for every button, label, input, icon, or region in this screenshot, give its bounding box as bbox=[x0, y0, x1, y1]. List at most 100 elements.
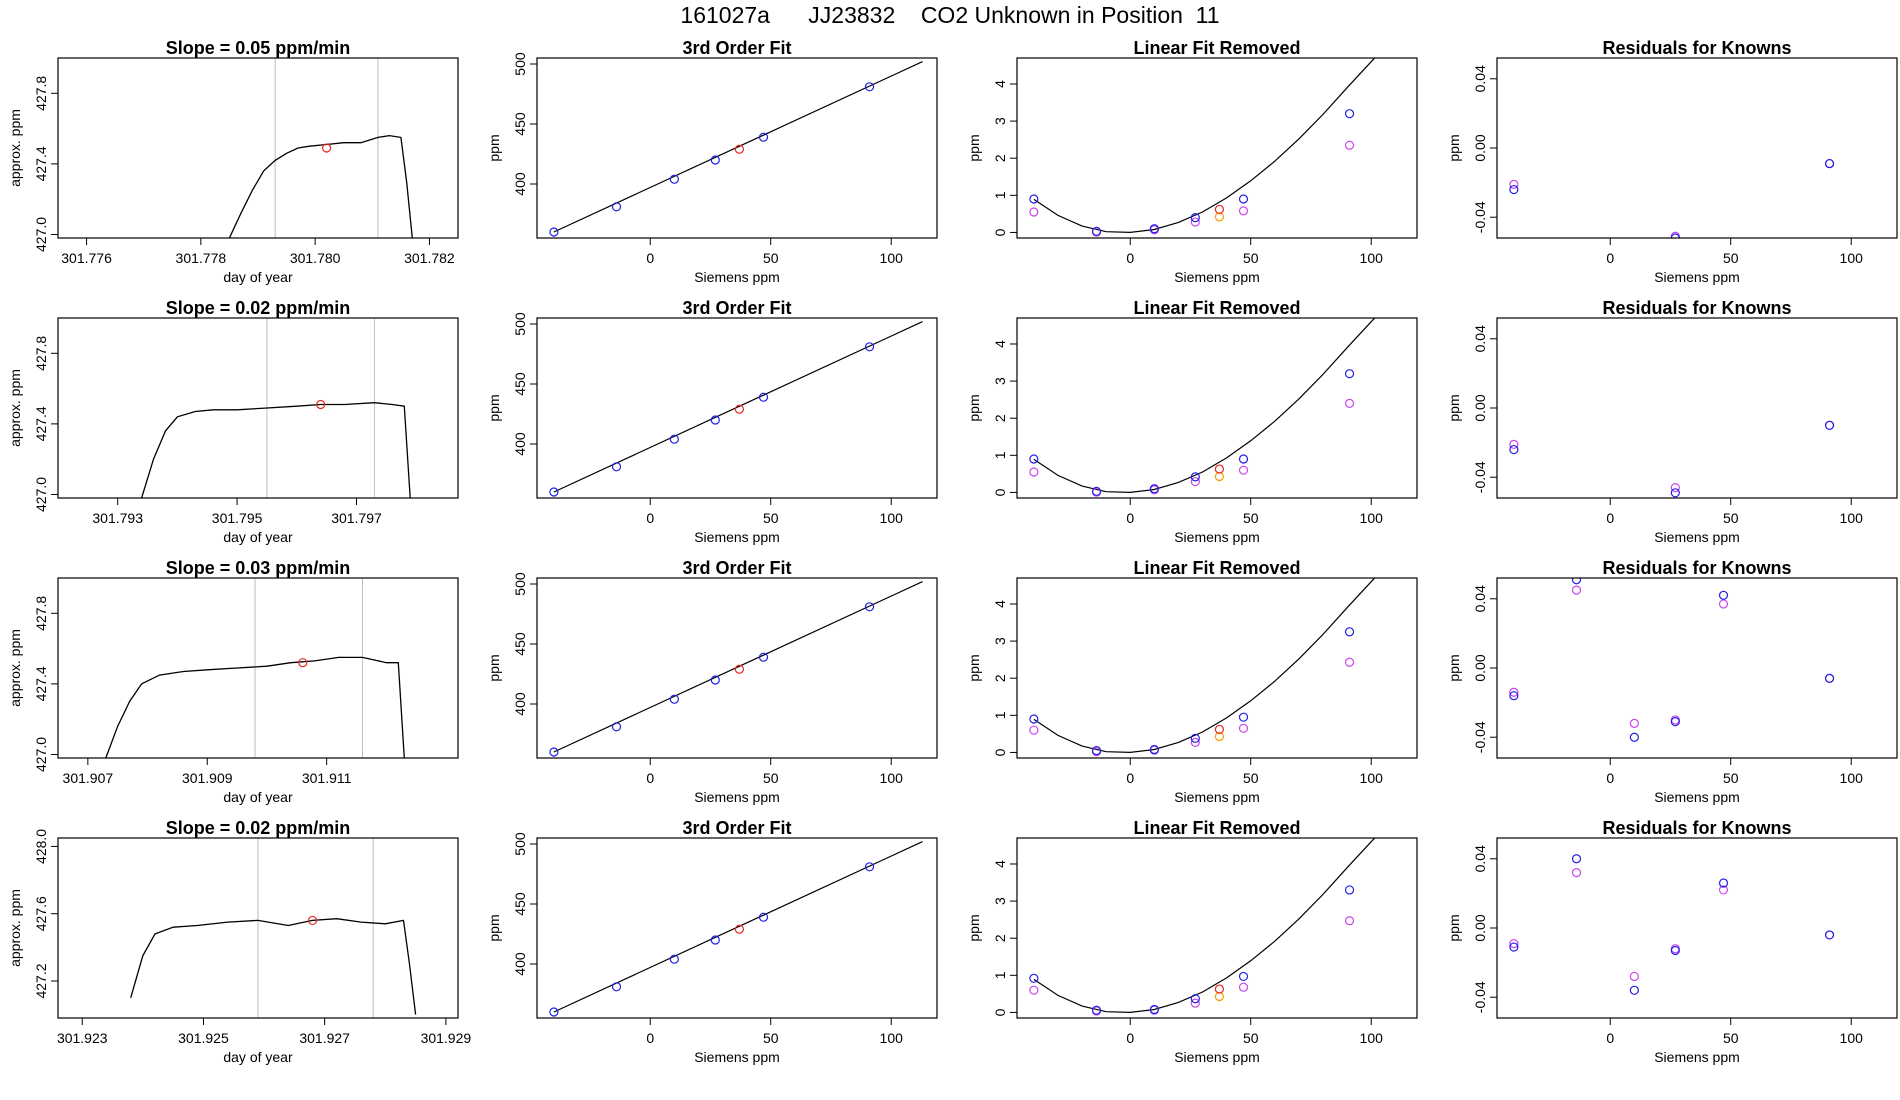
y-tick-label: 1 bbox=[992, 971, 1008, 979]
panel-title: Residuals for Knowns bbox=[1602, 818, 1791, 838]
unknown-point bbox=[734, 144, 745, 154]
x-tick-label: 100 bbox=[1360, 770, 1384, 786]
x-axis-label: day of year bbox=[223, 789, 293, 805]
plot-area bbox=[549, 841, 923, 1017]
y-tick-label: 1 bbox=[992, 451, 1008, 459]
y-tick-label: 500 bbox=[512, 52, 528, 76]
unknown-point bbox=[1214, 984, 1225, 994]
known-point bbox=[1509, 942, 1519, 952]
known-point bbox=[1670, 945, 1680, 956]
known-alt-point bbox=[1509, 938, 1519, 949]
panel-title: Residuals for Knowns bbox=[1602, 38, 1791, 58]
y-tick-label: 0 bbox=[992, 228, 1008, 236]
x-tick-label: 100 bbox=[1840, 250, 1864, 266]
plot-area bbox=[140, 318, 411, 498]
known-point bbox=[1238, 712, 1249, 722]
panel-fit-1: 3rd Order Fit 0 50 100 Siemens ppm 400 450 500 p… bbox=[486, 38, 938, 285]
x-tick-label: 50 bbox=[1723, 510, 1739, 526]
y-axis-label: ppm bbox=[966, 134, 982, 161]
known-point bbox=[1718, 590, 1729, 600]
fit-line bbox=[553, 581, 923, 753]
known-point bbox=[1091, 745, 1102, 756]
y-axis-label: ppm bbox=[966, 654, 982, 681]
y-tick-label: 427.0 bbox=[33, 477, 49, 512]
panel-trace-4: Slope = 0.02 ppm/min 301.923 301.925 301.92… bbox=[7, 818, 471, 1065]
y-tick-label: 427.6 bbox=[33, 896, 49, 931]
y-axis-label: ppm bbox=[1446, 654, 1462, 681]
x-tick-label: 0 bbox=[1126, 250, 1134, 266]
y-tick-label: 450 bbox=[512, 112, 528, 136]
plot-frame bbox=[1016, 837, 1418, 1019]
known-alt-point bbox=[1571, 868, 1582, 878]
known-alt-point bbox=[1344, 140, 1355, 150]
x-tick-label: 301.923 bbox=[57, 1030, 108, 1046]
unknown-point bbox=[1214, 204, 1225, 215]
panel-residuals-3: Residuals for Knowns 0 50 100 Siemens ppm -0.… bbox=[1446, 558, 1898, 805]
plot-frame bbox=[1016, 577, 1418, 759]
known-point bbox=[758, 912, 769, 922]
panel-title: Slope = 0.02 ppm/min bbox=[166, 298, 351, 318]
plot-area bbox=[1029, 58, 1376, 237]
panel-trace-2: Slope = 0.02 ppm/min 301.793 301.795 301.79… bbox=[7, 298, 459, 545]
y-tick-label: 1 bbox=[992, 191, 1008, 199]
known-alt-point bbox=[1190, 217, 1200, 227]
x-axis-label: Siemens ppm bbox=[1654, 789, 1740, 805]
x-tick-label: 0 bbox=[646, 250, 654, 266]
y-axis-label: ppm bbox=[486, 394, 502, 421]
x-tick-label: 0 bbox=[1126, 1030, 1134, 1046]
y-axis-label: approx. ppm bbox=[7, 369, 23, 447]
known-point bbox=[1091, 1005, 1102, 1015]
known-alt-point bbox=[1190, 477, 1200, 487]
known-point bbox=[1344, 369, 1355, 379]
plot-frame bbox=[536, 577, 938, 759]
known-alt-point bbox=[1344, 916, 1355, 926]
y-tick-label: 2 bbox=[992, 934, 1008, 942]
x-tick-label: 301.909 bbox=[182, 770, 233, 786]
known-point bbox=[864, 82, 875, 92]
known-point bbox=[1571, 854, 1582, 864]
fit-curve bbox=[1033, 318, 1376, 494]
y-axis-label: approx. ppm bbox=[7, 629, 23, 707]
y-tick-label: 400 bbox=[512, 952, 528, 976]
known-alt-point bbox=[1718, 885, 1729, 895]
unknown-point bbox=[734, 404, 745, 414]
y-axis-label: approx. ppm bbox=[7, 109, 23, 187]
known-point bbox=[1509, 184, 1519, 195]
y-tick-label: 4 bbox=[992, 80, 1008, 88]
known-point bbox=[710, 155, 720, 165]
x-tick-label: 301.782 bbox=[404, 250, 455, 266]
x-tick-label: 301.795 bbox=[212, 510, 263, 526]
known-point bbox=[1190, 472, 1200, 482]
known-alt-point bbox=[1029, 985, 1039, 995]
panel-title: Residuals for Knowns bbox=[1602, 558, 1791, 578]
panel-title: Linear Fit Removed bbox=[1133, 818, 1300, 838]
plot-area bbox=[105, 578, 405, 758]
known-point bbox=[1190, 212, 1200, 223]
x-tick-label: 50 bbox=[763, 510, 779, 526]
y-tick-label: 2 bbox=[992, 674, 1008, 682]
known-point bbox=[1509, 444, 1519, 455]
x-tick-label: 301.793 bbox=[92, 510, 143, 526]
known-alt-point bbox=[1190, 998, 1200, 1008]
known-alt-point bbox=[1029, 207, 1039, 217]
known-point bbox=[669, 434, 679, 444]
x-tick-label: 100 bbox=[880, 1030, 904, 1046]
x-tick-label: 50 bbox=[763, 250, 779, 266]
y-tick-label: 0.00 bbox=[1472, 914, 1488, 941]
y-axis-label: ppm bbox=[486, 654, 502, 681]
y-tick-label: 427.8 bbox=[33, 76, 49, 111]
known-point bbox=[611, 462, 622, 472]
y-tick-label: 427.0 bbox=[33, 217, 49, 252]
x-tick-label: 50 bbox=[763, 770, 779, 786]
known-point bbox=[1149, 1004, 1159, 1015]
unknown-point bbox=[307, 915, 318, 926]
panel-residuals-4: Residuals for Knowns 0 50 100 Siemens ppm -0.… bbox=[1446, 818, 1898, 1065]
y-tick-label: -0.04 bbox=[1472, 981, 1488, 1013]
y-tick-label: 450 bbox=[512, 632, 528, 656]
x-tick-label: 0 bbox=[1606, 510, 1614, 526]
x-tick-label: 50 bbox=[1243, 510, 1259, 526]
x-tick-label: 100 bbox=[1360, 510, 1384, 526]
plot-frame bbox=[1496, 837, 1898, 1019]
panel-title: Residuals for Knowns bbox=[1602, 298, 1791, 318]
known-alt-point bbox=[1344, 657, 1355, 667]
